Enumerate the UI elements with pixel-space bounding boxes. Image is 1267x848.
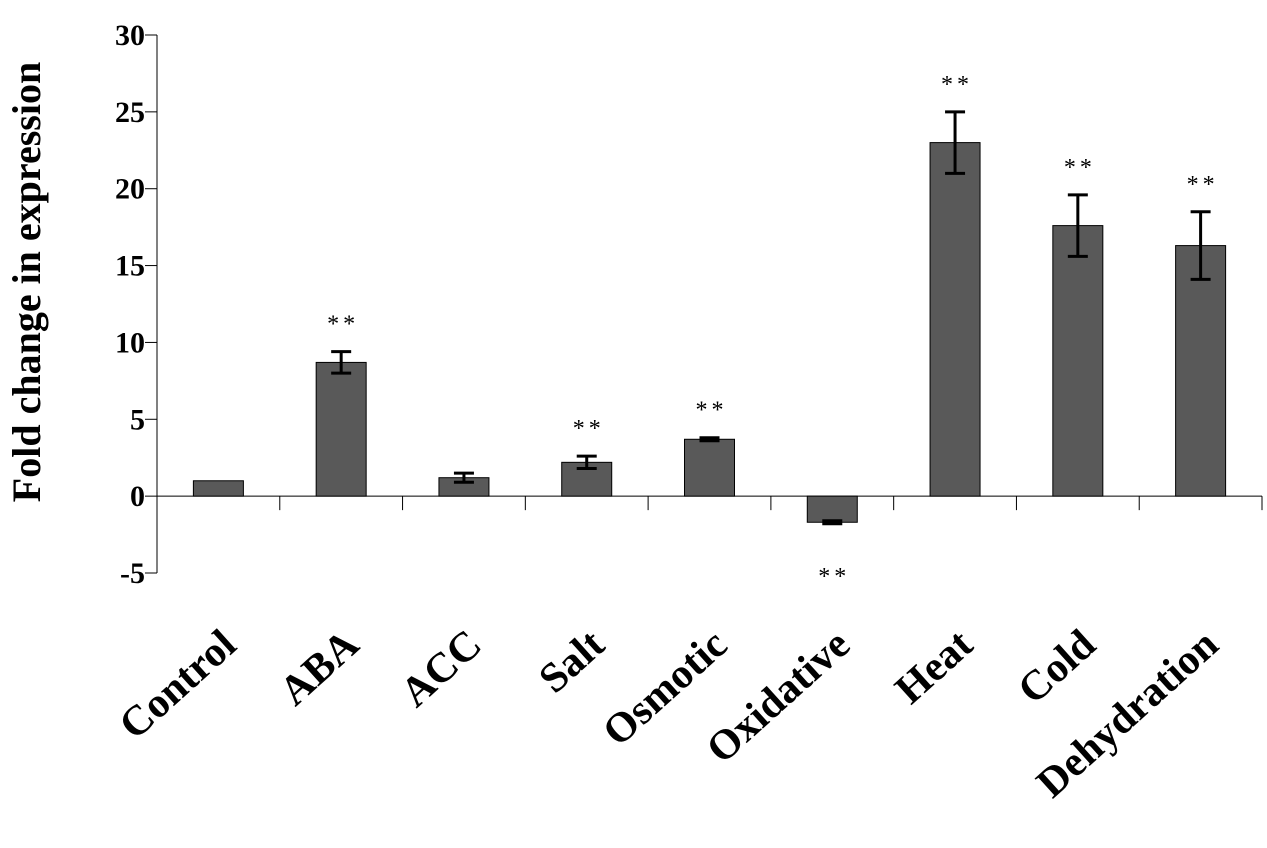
y-axis-title-group: Fold change in expression (4, 62, 49, 502)
x-tick-label: ACC (392, 621, 490, 716)
y-tick-label: -5 (120, 557, 145, 590)
y-tick-label: 10 (115, 326, 145, 359)
y-tick-labels: 30 25 20 15 10 5 0 -5 (115, 19, 145, 590)
x-tick-label: Salt (531, 621, 614, 702)
bar (684, 438, 735, 497)
error-bars (331, 110, 1211, 526)
y-tick-label: 5 (130, 403, 145, 436)
y-tick-label: 30 (115, 19, 145, 52)
y-tick-label: 25 (115, 96, 145, 129)
bar (806, 495, 858, 523)
y-tick-label: 0 (130, 480, 145, 513)
significance-mark: ** (941, 72, 973, 98)
significance-mark: ** (573, 416, 605, 442)
bar (315, 361, 367, 497)
significance-mark: ** (1187, 172, 1219, 198)
significance-mark: ** (696, 398, 728, 424)
y-tick-label: 15 (115, 250, 145, 283)
y-tick-label: 20 (115, 173, 145, 206)
significance-marks: ** ** ** ** ** ** ** (327, 72, 1219, 590)
x-tick-label: ABA (271, 621, 368, 715)
x-tick-label: Heat (887, 621, 982, 713)
significance-mark: ** (327, 312, 359, 338)
bar (1175, 245, 1227, 497)
x-tick-label: Control (111, 621, 245, 748)
bar (192, 480, 244, 497)
significance-mark: ** (1064, 155, 1096, 181)
bars (192, 142, 1227, 523)
y-axis-title: Fold change in expression (4, 62, 49, 502)
bar (1052, 225, 1104, 497)
x-tick-label: Cold (1010, 621, 1105, 713)
bar (929, 142, 981, 497)
significance-mark: ** (818, 564, 850, 590)
